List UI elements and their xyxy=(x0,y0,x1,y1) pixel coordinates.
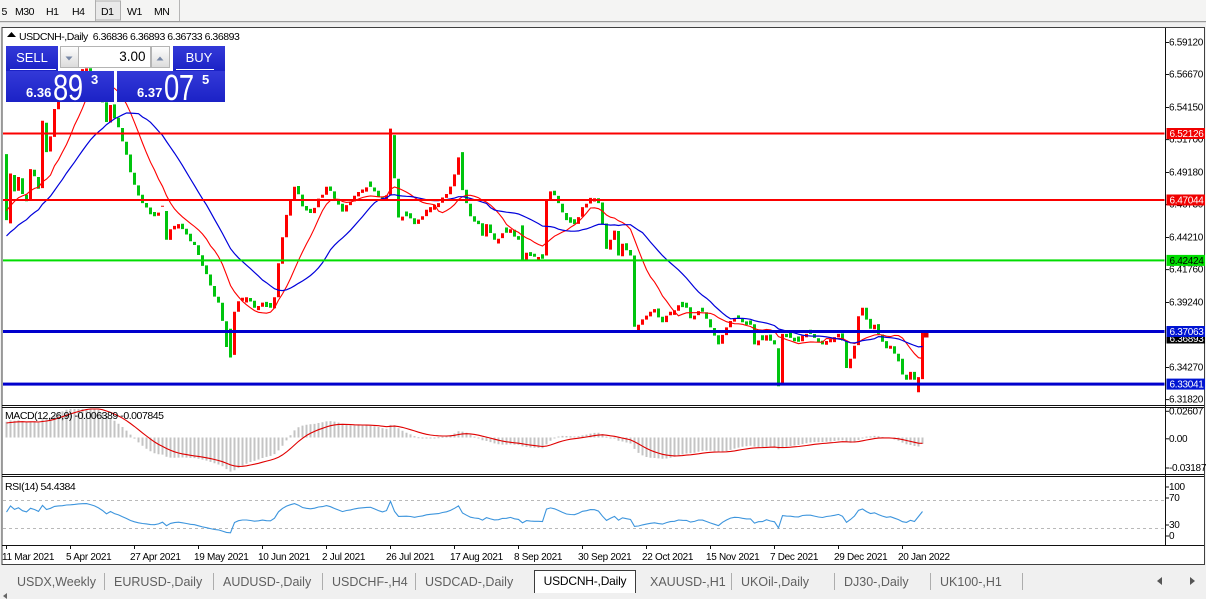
svg-text:0.02607: 0.02607 xyxy=(1169,406,1204,417)
svg-text:100: 100 xyxy=(1169,482,1186,493)
svg-text:30: 30 xyxy=(1169,520,1180,531)
svg-text:0: 0 xyxy=(1169,531,1175,542)
svg-text:H1: H1 xyxy=(46,6,59,18)
svg-text:6.59120: 6.59120 xyxy=(1169,38,1204,49)
svg-text:6.42424: 6.42424 xyxy=(1170,256,1205,267)
svg-text:6.44210: 6.44210 xyxy=(1169,233,1204,244)
svg-text:26 Jul 2021: 26 Jul 2021 xyxy=(386,552,435,563)
svg-text:W1: W1 xyxy=(127,6,142,18)
svg-text:2 Jul 2021: 2 Jul 2021 xyxy=(322,552,366,563)
svg-text:19 May 2021: 19 May 2021 xyxy=(194,552,249,563)
svg-text:11 Mar 2021: 11 Mar 2021 xyxy=(2,552,55,563)
svg-text:6.51700: 6.51700 xyxy=(1169,135,1204,146)
svg-text:6.39240: 6.39240 xyxy=(1169,298,1204,309)
svg-text:17 Aug 2021: 17 Aug 2021 xyxy=(450,552,504,563)
svg-text:15 Nov 2021: 15 Nov 2021 xyxy=(706,552,760,563)
svg-text:7 Dec 2021: 7 Dec 2021 xyxy=(770,552,819,563)
svg-text:6.34270: 6.34270 xyxy=(1169,363,1204,374)
svg-text:6.36893: 6.36893 xyxy=(1170,334,1205,345)
svg-text:M30: M30 xyxy=(15,6,35,18)
svg-text:10 Jun 2021: 10 Jun 2021 xyxy=(258,552,310,563)
svg-text:29 Dec 2021: 29 Dec 2021 xyxy=(834,552,888,563)
svg-text:6.41760: 6.41760 xyxy=(1169,265,1204,276)
svg-text:6.37063: 6.37063 xyxy=(1170,327,1205,338)
svg-text:MN: MN xyxy=(154,6,169,18)
svg-text:D1: D1 xyxy=(101,6,114,18)
svg-text:6.56670: 6.56670 xyxy=(1169,70,1204,81)
svg-text:6.54150: 6.54150 xyxy=(1169,103,1204,114)
svg-text:70: 70 xyxy=(1169,493,1180,504)
svg-text:MACD(12,26,9) -0.006389 -0.007: MACD(12,26,9) -0.006389 -0.007845 xyxy=(5,410,164,422)
svg-text:30 Sep 2021: 30 Sep 2021 xyxy=(578,552,632,563)
svg-text:RSI(14) 54.4384: RSI(14) 54.4384 xyxy=(5,481,76,493)
svg-text:6.31820: 6.31820 xyxy=(1169,395,1204,406)
svg-text:-0.03187: -0.03187 xyxy=(1169,463,1206,474)
svg-text:22 Oct 2021: 22 Oct 2021 xyxy=(642,552,694,563)
svg-text:H4: H4 xyxy=(72,6,85,18)
svg-text:6.49180: 6.49180 xyxy=(1169,168,1204,179)
svg-text:20 Jan 2022: 20 Jan 2022 xyxy=(898,552,950,563)
svg-text:0.00: 0.00 xyxy=(1169,434,1188,445)
svg-text:27 Apr 2021: 27 Apr 2021 xyxy=(130,552,181,563)
svg-text:6.33041: 6.33041 xyxy=(1170,380,1205,391)
svg-text:6.47044: 6.47044 xyxy=(1170,196,1205,207)
svg-text:8 Sep 2021: 8 Sep 2021 xyxy=(514,552,563,563)
svg-text:USDCNH-,Daily 6.36836 6.36893: USDCNH-,Daily 6.36836 6.36893 6.36733 6.… xyxy=(19,31,240,43)
svg-text:5 Apr 2021: 5 Apr 2021 xyxy=(66,552,112,563)
svg-text:6.52126: 6.52126 xyxy=(1170,129,1205,140)
svg-text:5: 5 xyxy=(2,6,8,18)
